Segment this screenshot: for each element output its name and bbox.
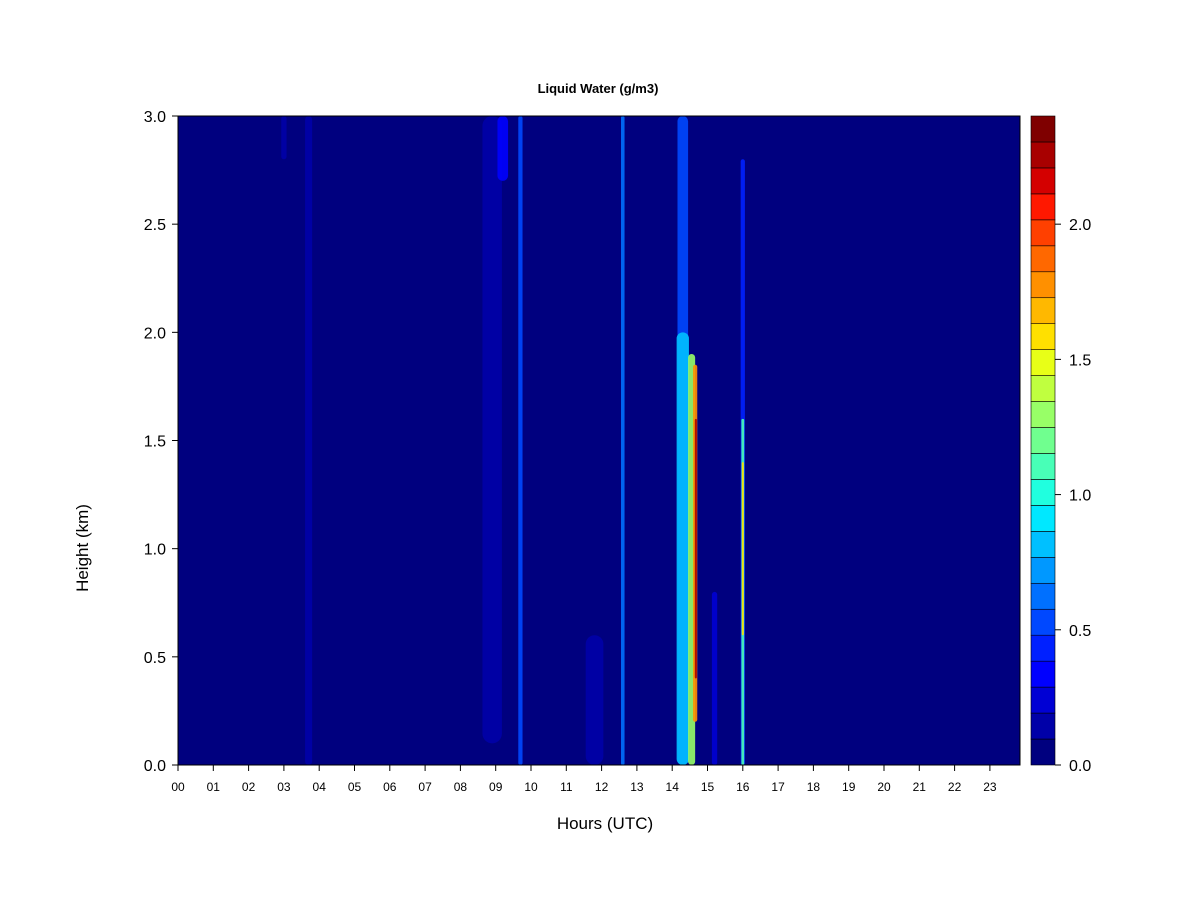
- y-tick-label: 0.0: [144, 758, 166, 775]
- colorbar-level-7: [1030, 557, 1056, 584]
- heatmap-feature-3: [497, 116, 509, 181]
- colorbar-level-14: [1030, 375, 1056, 402]
- y-tick-label: 2.5: [144, 217, 166, 234]
- x-tick-label: 04: [313, 780, 327, 794]
- colorbar-level-5: [1030, 608, 1056, 636]
- x-tick-label: 00: [171, 780, 185, 794]
- colorbar-level-1: [1030, 712, 1056, 740]
- chart-title: Liquid Water (g/m3): [538, 81, 659, 96]
- x-tick-label: 21: [913, 780, 927, 794]
- colorbar-level-10: [1030, 479, 1056, 506]
- x-tick-label: 13: [630, 780, 644, 794]
- x-tick-label: 05: [348, 780, 362, 794]
- x-axis-title: Hours (UTC): [557, 814, 653, 833]
- colorbar-tick-label: 1.0: [1069, 488, 1091, 505]
- x-tick-label: 16: [736, 780, 750, 794]
- colorbar-level-9: [1030, 505, 1056, 532]
- x-tick-label: 10: [524, 780, 538, 794]
- x-tick-label: 11: [560, 780, 573, 794]
- x-tick-label: 12: [595, 780, 609, 794]
- x-tick-label: 18: [807, 780, 821, 794]
- heatmap-feature-4: [518, 116, 523, 765]
- colorbar-level-21: [1030, 193, 1056, 221]
- heatmap-feature-5: [585, 635, 604, 765]
- y-axis: 0.0 0.5 1.0 1.5 2.0 2.5 3.0: [144, 109, 178, 775]
- y-tick-label: 0.5: [144, 650, 166, 667]
- x-tick-label: 06: [383, 780, 397, 794]
- heatmap-feature-2: [482, 116, 502, 744]
- heatmap-feature-15: [741, 462, 744, 636]
- colorbar-level-8: [1030, 531, 1056, 558]
- colorbar-level-20: [1030, 219, 1056, 247]
- colorbar-level-11: [1030, 453, 1056, 480]
- colorbar-level-18: [1030, 271, 1056, 299]
- x-tick-label: 17: [771, 780, 785, 794]
- x-tick-label: 09: [489, 780, 503, 794]
- y-tick-label: 3.0: [144, 109, 166, 126]
- colorbar-level-12: [1030, 427, 1056, 454]
- colorbar-level-24: [1030, 115, 1056, 143]
- x-tick-label: 08: [454, 780, 468, 794]
- colorbar-level-4: [1030, 634, 1056, 662]
- y-axis-title: Height (km): [73, 504, 92, 592]
- x-tick-label: 19: [842, 780, 856, 794]
- x-tick-label: 20: [877, 780, 891, 794]
- colorbar-level-19: [1030, 245, 1056, 273]
- colorbar-level-2: [1030, 686, 1056, 714]
- colorbar-level-13: [1030, 401, 1056, 428]
- colorbar: 0.0 0.5 1.0 1.5 2.0: [1030, 115, 1091, 775]
- colorbar-level-3: [1030, 660, 1056, 688]
- x-tick-label: 07: [418, 780, 432, 794]
- colorbar-level-17: [1030, 297, 1056, 324]
- colorbar-level-6: [1030, 582, 1056, 610]
- colorbar-level-15: [1030, 349, 1056, 376]
- x-tick-label: 22: [948, 780, 962, 794]
- colorbar-level-23: [1030, 141, 1056, 169]
- colorbar-tick-label: 0.5: [1069, 623, 1091, 640]
- heatmap-feature-0: [281, 116, 287, 160]
- x-tick-label: 15: [701, 780, 715, 794]
- colorbar-tick-label: 1.5: [1069, 352, 1091, 369]
- heatmap-feature-8: [676, 332, 689, 765]
- heatmap-features: [281, 116, 745, 765]
- x-tick-label: 02: [242, 780, 256, 794]
- heatmap-feature-6: [621, 116, 625, 765]
- x-tick-label: 14: [666, 780, 680, 794]
- colorbar-level-0: [1030, 738, 1056, 766]
- heatmap-feature-12: [711, 591, 718, 765]
- colorbar-level-22: [1030, 167, 1056, 195]
- x-tick-label: 23: [983, 780, 997, 794]
- heatmap-feature-1: [305, 116, 313, 765]
- x-axis: 00 01 02 03 04 05 06 07 08 09 10 11 12 13 14 15 16 17 18 19…: [171, 765, 997, 794]
- x-tick-label: 03: [277, 780, 291, 794]
- colorbar-tick-label: 2.0: [1069, 217, 1091, 234]
- y-tick-label: 1.5: [144, 434, 166, 451]
- y-tick-label: 1.0: [144, 542, 166, 559]
- y-tick-label: 2.0: [144, 325, 166, 342]
- heatmap-feature-11: [694, 418, 697, 679]
- x-tick-label: 01: [207, 780, 221, 794]
- colorbar-level-16: [1030, 323, 1056, 350]
- colorbar-tick-label: 0.0: [1069, 758, 1091, 775]
